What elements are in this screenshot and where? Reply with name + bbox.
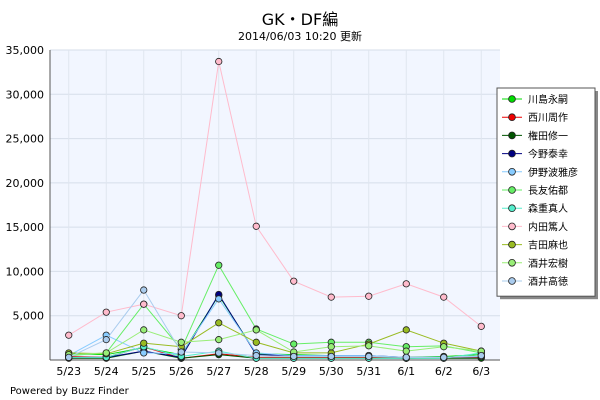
x-tick-label: 5/30 [319, 365, 344, 378]
data-point [477, 351, 485, 360]
legend-label: 川島永嗣 [528, 93, 568, 106]
data-point [177, 338, 185, 346]
data-point [327, 352, 335, 361]
series-line [68, 346, 482, 359]
legend-label: 酒井高徳 [528, 275, 568, 288]
legend-marker [508, 222, 516, 231]
y-tick-label: 25,000 [6, 133, 45, 146]
data-point [440, 343, 448, 351]
series-line [68, 329, 482, 356]
data-point [402, 353, 410, 361]
y-tick-label: 20,000 [6, 177, 45, 190]
plot-area [50, 50, 500, 360]
legend-marker [508, 168, 516, 176]
legend-marker [508, 113, 516, 121]
y-tick-label: 30,000 [6, 88, 45, 101]
data-point [440, 293, 448, 301]
x-tick-label: 5/24 [94, 365, 119, 378]
y-tick-label: 10,000 [6, 265, 45, 278]
legend-label: 酒井宏樹 [528, 257, 568, 270]
data-point [477, 322, 485, 330]
data-point [215, 57, 223, 66]
data-point [365, 342, 373, 350]
x-tick-label: 5/23 [56, 365, 81, 378]
y-tick-label: 35,000 [6, 44, 45, 57]
legend-marker [508, 186, 516, 194]
data-point [140, 349, 148, 357]
chart-title: GK・DF編 [261, 10, 339, 29]
legend-label: 伊野波雅彦 [528, 166, 578, 179]
powered-by-credit: Powered by Buzz Finder [10, 386, 129, 397]
data-point [402, 280, 410, 288]
legend-marker [508, 258, 516, 267]
legend-label: 長友佑都 [528, 184, 568, 197]
data-point [252, 338, 260, 346]
legend-marker [508, 131, 516, 140]
y-tick-label: 5,000 [13, 310, 45, 323]
data-point [215, 349, 223, 357]
legend-label: 今野泰幸 [528, 148, 568, 161]
legend-label: 内田篤人 [528, 220, 568, 233]
x-tick-label: 5/27 [206, 365, 231, 378]
legend-label: 森重真人 [528, 202, 568, 215]
data-point [102, 336, 110, 344]
legend-marker [508, 95, 516, 103]
data-point [215, 295, 223, 303]
data-point [365, 292, 373, 300]
chart-subtitle: 2014/06/03 10:20 更新 [237, 30, 363, 43]
data-point [215, 336, 223, 344]
x-tick-label: 5/28 [244, 365, 269, 378]
legend-label: 権田修一 [528, 129, 568, 142]
data-point [365, 352, 373, 361]
data-point [65, 353, 73, 361]
data-point [177, 312, 185, 320]
legend-label: 吉田麻也 [528, 239, 568, 252]
legend-marker [508, 149, 516, 158]
data-point [140, 339, 148, 347]
x-tick-label: 6/1 [397, 365, 415, 378]
series-line [68, 264, 482, 357]
data-point [290, 352, 298, 361]
data-point [102, 349, 110, 357]
data-point [65, 331, 73, 339]
legend-marker [508, 277, 516, 285]
x-tick-label: 6/3 [472, 365, 490, 378]
data-point [290, 277, 298, 285]
x-tick-label: 6/2 [435, 365, 453, 378]
data-point [252, 326, 260, 334]
data-point [402, 326, 410, 334]
data-point [327, 343, 335, 351]
data-point [402, 347, 410, 355]
x-tick-label: 5/29 [281, 365, 306, 378]
series-line [68, 322, 482, 355]
data-point [440, 353, 448, 361]
y-tick-label: 15,000 [6, 221, 45, 234]
data-point [102, 308, 110, 316]
x-tick-label: 5/25 [131, 365, 156, 378]
data-point [252, 222, 260, 230]
legend-marker [508, 204, 516, 213]
data-point [252, 351, 260, 360]
data-point [327, 293, 335, 301]
x-tick-label: 5/26 [169, 365, 194, 378]
series-line [68, 61, 482, 336]
data-point [290, 340, 298, 348]
data-point [140, 286, 148, 294]
series-line [68, 289, 482, 358]
data-point [215, 319, 223, 327]
data-point [140, 300, 148, 308]
legend-label: 西川周作 [528, 112, 568, 124]
data-point [140, 326, 148, 334]
data-point [215, 261, 223, 269]
legend-marker [508, 240, 516, 249]
data-point [177, 348, 185, 356]
x-tick-label: 5/31 [356, 365, 381, 378]
